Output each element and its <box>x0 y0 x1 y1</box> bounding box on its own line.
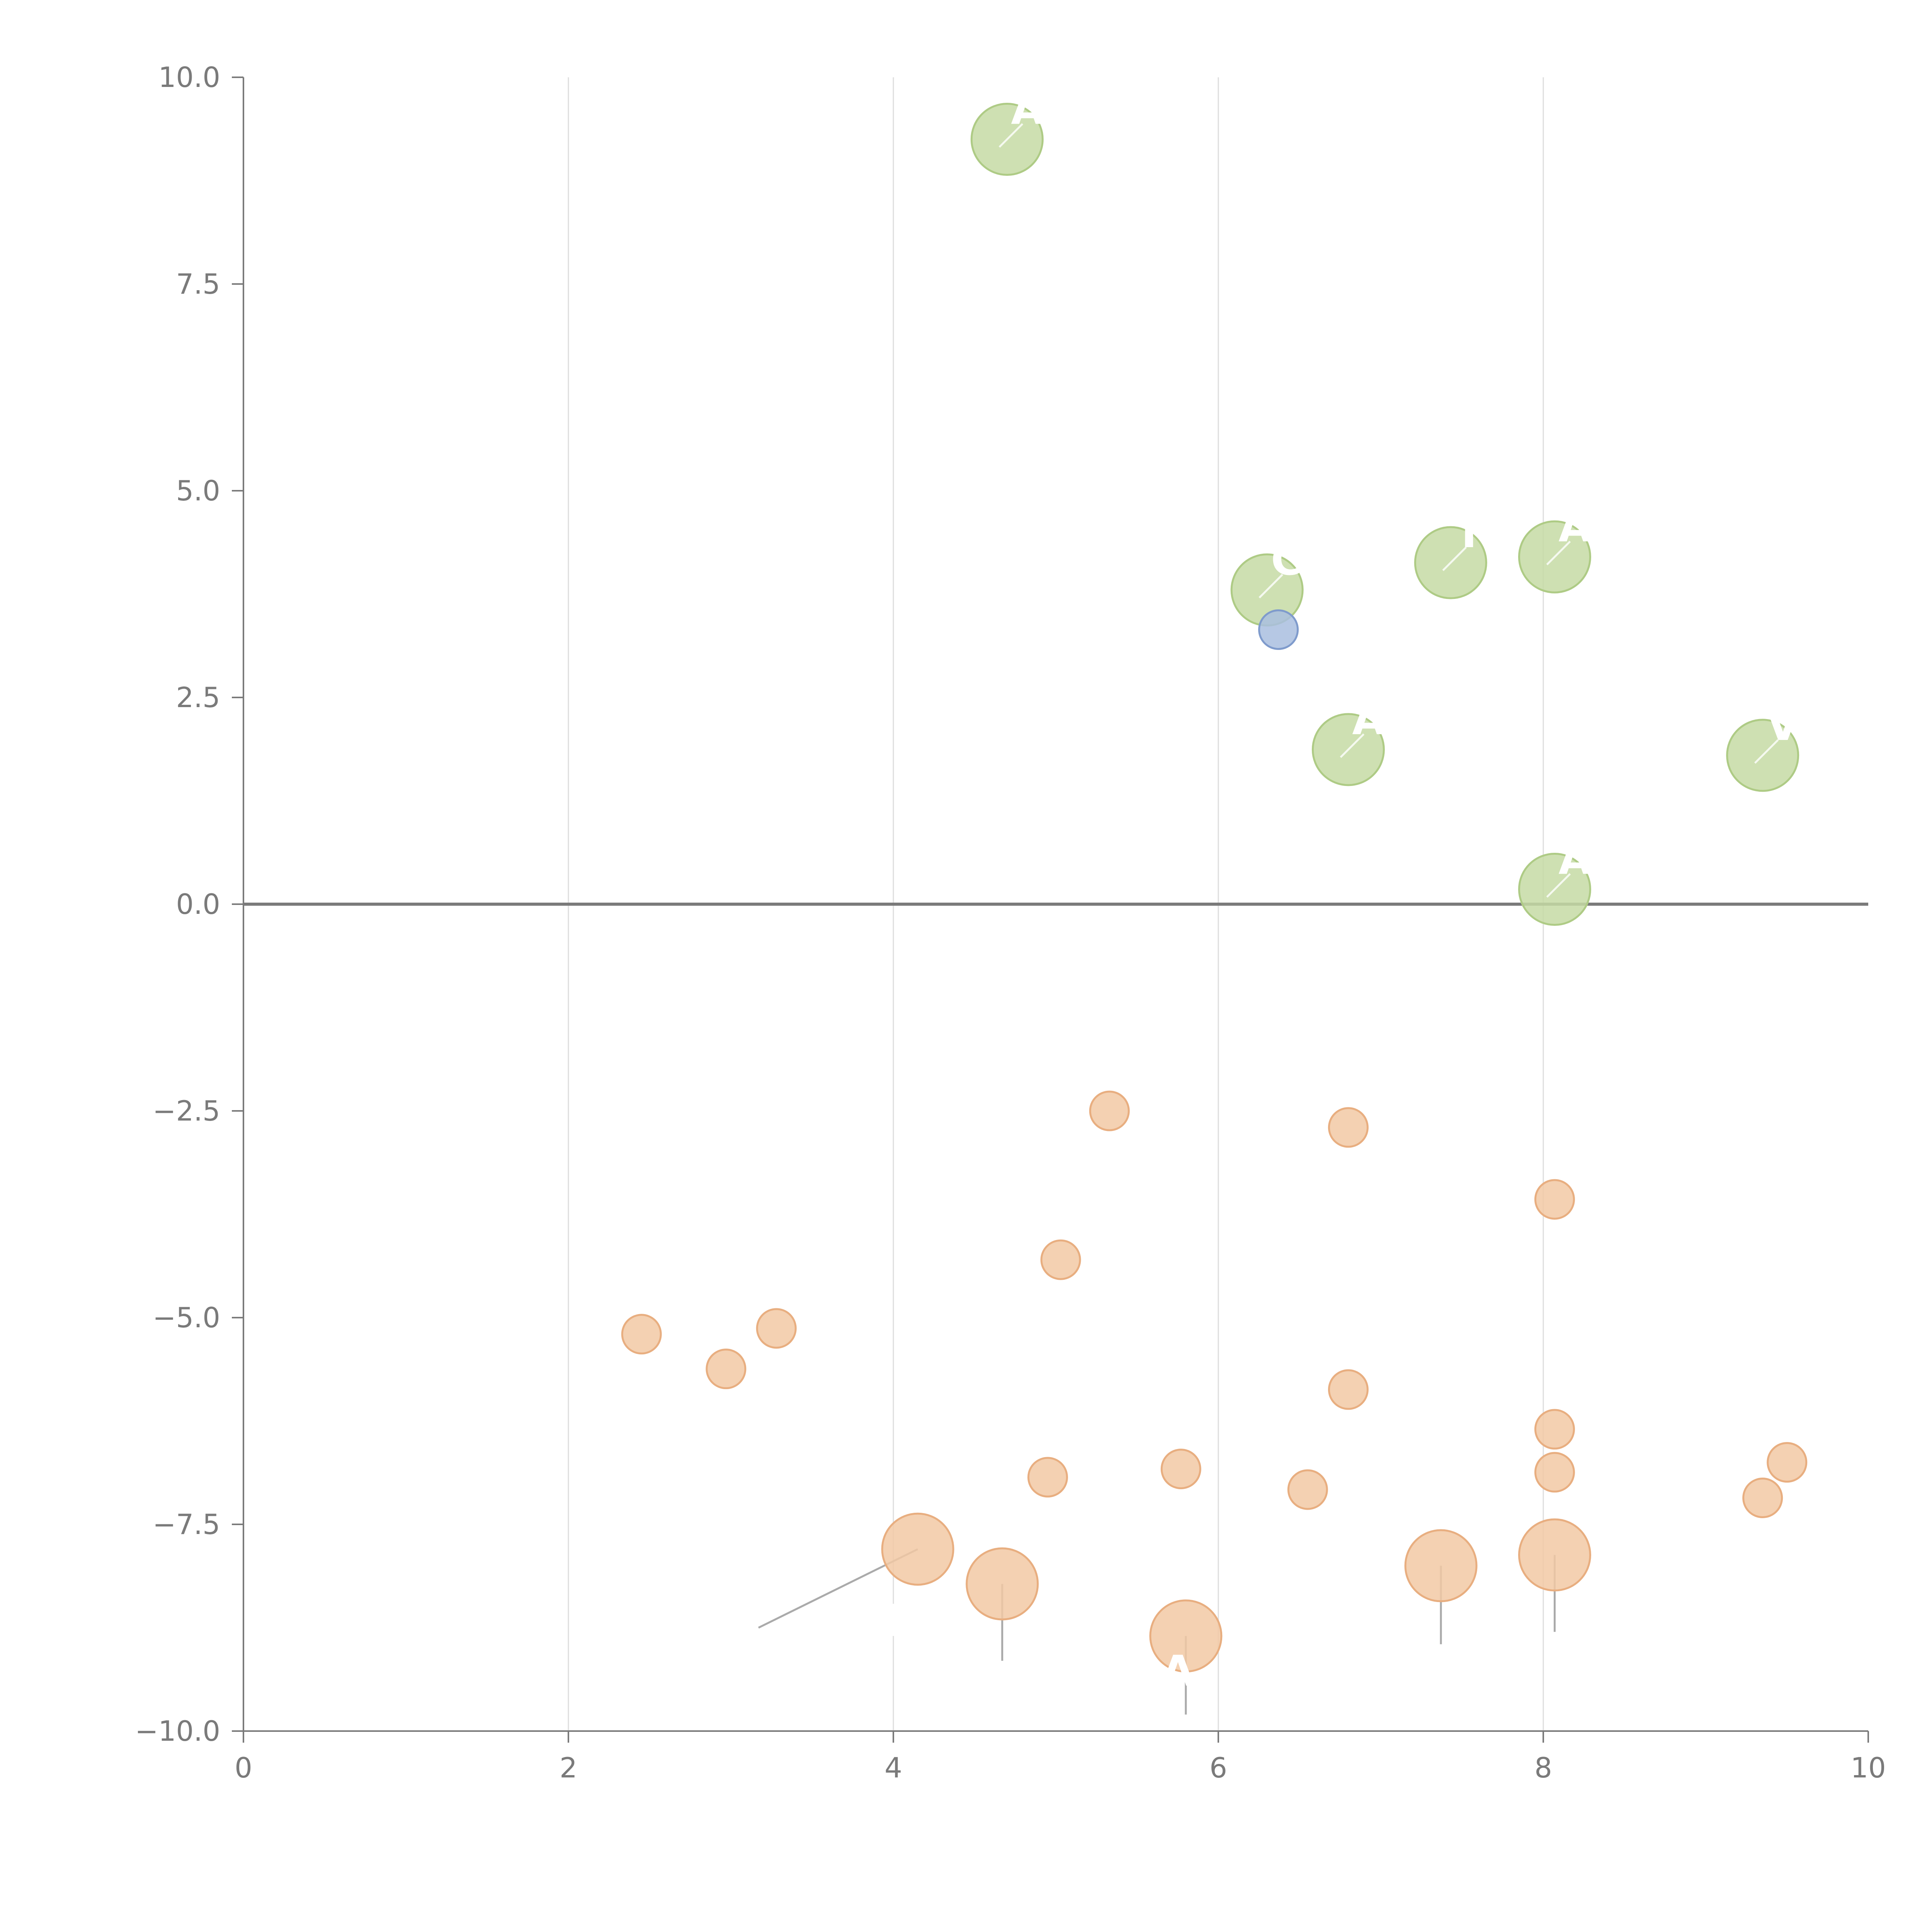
orange-data-point <box>1534 1452 1575 1493</box>
axes: 0 2 4 6 8 10 10.0 7.5 5.0 2.5 0.0 −2.5 −5.0 −7.5 −10.0 <box>135 61 1886 1784</box>
x-tick-label: 4 <box>884 1752 902 1784</box>
data-point-label: A <box>1011 85 1044 134</box>
orange-data-point <box>706 1349 747 1389</box>
y-tick-label: −2.5 <box>153 1095 220 1127</box>
orange-data-point <box>1160 1449 1201 1490</box>
orange-data-point <box>1089 1090 1130 1131</box>
data-point-label: C <box>1271 535 1302 585</box>
label-connector <box>1340 733 1365 758</box>
orange-data-point <box>1534 1409 1575 1450</box>
orange-data-point <box>1040 1239 1081 1280</box>
orange-data-point <box>966 1547 1039 1621</box>
x-tick-label: 0 <box>235 1752 252 1784</box>
orange-data-point <box>1742 1478 1783 1519</box>
y-tick-label: 10.0 <box>158 61 220 94</box>
data-point-label: A <box>1558 834 1591 884</box>
orange-data-point <box>1149 1599 1223 1673</box>
orange-data-point <box>1518 1518 1591 1592</box>
y-tick-label: 2.5 <box>176 681 220 714</box>
y-tick-label: 5.0 <box>176 474 220 507</box>
point-labels: A C T A A V Ab A <box>885 85 1799 1696</box>
label-connector <box>1442 546 1467 571</box>
y-tick-label: −10.0 <box>135 1715 220 1747</box>
data-point-label: A <box>1558 502 1591 551</box>
label-connector <box>1754 739 1779 764</box>
data-points <box>621 103 1808 1673</box>
y-tick-label: −7.5 <box>153 1508 220 1541</box>
label-connector <box>1259 574 1283 599</box>
orange-data-point <box>1767 1442 1808 1483</box>
x-tick-label: 6 <box>1209 1752 1227 1784</box>
data-point-label: A <box>1352 695 1385 744</box>
label-connector <box>998 123 1024 148</box>
orange-data-point <box>1328 1107 1369 1148</box>
data-point-label: T <box>1454 508 1483 557</box>
orange-data-point <box>1287 1469 1328 1510</box>
y-tick-label: −5.0 <box>153 1301 220 1334</box>
x-tick-label: 2 <box>560 1752 577 1784</box>
y-tick-label: 7.5 <box>176 268 220 300</box>
orange-data-point <box>1404 1529 1478 1602</box>
y-tick-label: 0.0 <box>176 888 220 920</box>
data-point-label: b <box>885 1597 916 1646</box>
x-tick-label: 8 <box>1534 1752 1552 1784</box>
orange-data-point <box>621 1314 662 1355</box>
data-point-label: V <box>1767 701 1799 750</box>
orange-data-point <box>756 1308 797 1349</box>
orange-data-point <box>1328 1369 1369 1410</box>
blue-data-point <box>1258 609 1299 650</box>
data-point-label: A <box>1162 1646 1194 1696</box>
x-tick-label: 10 <box>1850 1752 1886 1784</box>
label-connector <box>1546 541 1571 565</box>
orange-data-point <box>1027 1457 1068 1498</box>
orange-data-point <box>1534 1179 1575 1220</box>
orange-data-point <box>881 1512 954 1586</box>
label-connector <box>1546 873 1571 898</box>
